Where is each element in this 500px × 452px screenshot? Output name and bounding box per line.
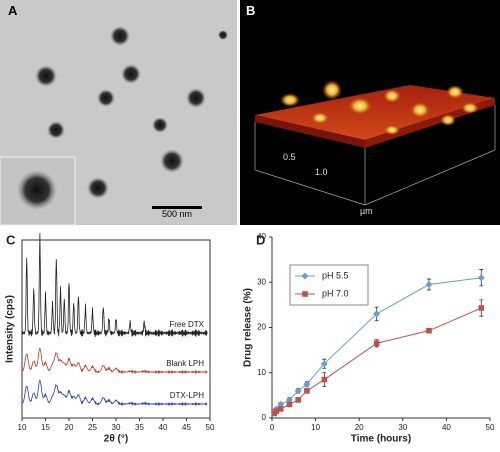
panel-label: D [256, 232, 265, 247]
panel-a: 500 nm A [0, 0, 237, 226]
x-tick-label: 45 [182, 423, 191, 432]
scale-bar-label: 500 nm [162, 209, 192, 219]
trace [21, 378, 208, 407]
x-tick-label: 50 [486, 423, 495, 432]
marker [373, 340, 380, 347]
marker [286, 401, 293, 408]
marker [294, 387, 302, 395]
y-tick-label: 30 [257, 277, 266, 286]
series-line [273, 307, 482, 414]
y-axis-label: Intensity (cps) [5, 295, 16, 363]
marker [426, 327, 432, 334]
panel-label: C [6, 232, 16, 247]
x-tick-label: 10 [18, 423, 27, 432]
trace-label: DTX-LPH [170, 391, 204, 400]
marker [277, 406, 284, 412]
panel-label: B [246, 3, 255, 18]
x-tick-label: 40 [159, 423, 168, 432]
y-tick-label: 20 [257, 323, 266, 332]
marker [304, 388, 310, 394]
axis-tick-label: 0.5 [283, 152, 296, 162]
axis-unit: µm [360, 206, 373, 216]
legend-marker [302, 291, 308, 297]
trace [21, 233, 208, 337]
x-tick-label: 30 [112, 423, 121, 432]
x-tick-label: 30 [398, 423, 407, 432]
y-tick-label: 10 [257, 368, 266, 377]
x-tick-label: 40 [442, 423, 451, 432]
x-tick-label: 15 [41, 423, 50, 432]
marker [295, 397, 301, 403]
legend-label: pH 7.0 [322, 288, 349, 298]
y-axis-label: Drug release (%) [243, 288, 254, 367]
x-tick-label: 20 [355, 423, 364, 432]
x-tick-label: 0 [270, 423, 275, 432]
legend [289, 264, 369, 306]
marker [373, 310, 381, 318]
marker [425, 281, 433, 289]
x-tick-label: 10 [311, 423, 320, 432]
marker [320, 360, 328, 368]
x-axis-label: Time (hours) [351, 434, 411, 445]
trace-label: Free DTX [169, 320, 204, 329]
x-tick-label: 35 [135, 423, 144, 432]
trace-label: Blank LPH [166, 359, 204, 368]
marker [321, 376, 328, 383]
x-tick-label: 50 [206, 423, 215, 432]
x-tick-label: 25 [88, 423, 97, 432]
marker [478, 305, 485, 311]
marker [273, 408, 280, 415]
legend-marker [301, 272, 309, 280]
scale-bar [152, 206, 202, 209]
x-axis-label: 2θ (°) [104, 434, 128, 445]
panel-b: 0.5 1.0 µm B [240, 0, 500, 225]
y-tick-label: 40 [257, 232, 266, 241]
y-tick-label: 0 [262, 413, 267, 422]
marker [477, 274, 485, 282]
x-tick-label: 20 [65, 423, 74, 432]
legend-label: pH 5.5 [322, 270, 349, 280]
marker [303, 380, 311, 388]
panel-label: A [8, 3, 18, 18]
trace [21, 346, 208, 375]
surface [255, 85, 495, 140]
axis-tick-label: 1.0 [315, 167, 328, 177]
